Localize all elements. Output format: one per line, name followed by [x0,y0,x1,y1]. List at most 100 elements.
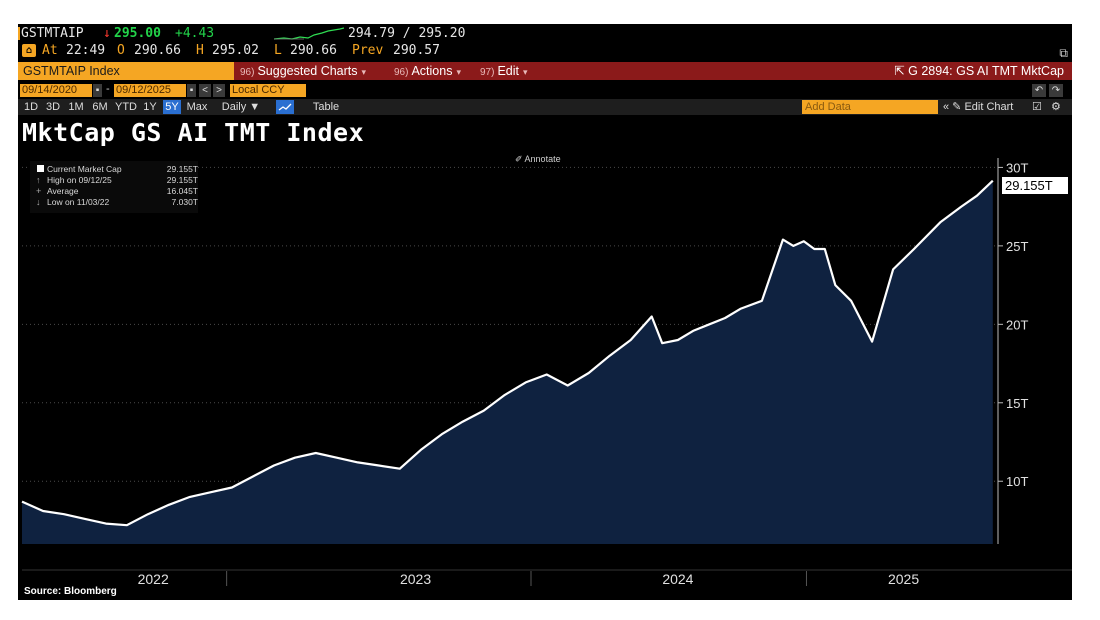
down-arrow-icon: ↓ [103,26,111,41]
x-tick-label: 2023 [400,571,431,587]
dropdown-arrow-icon: ▾ [456,67,461,77]
area-fill [22,180,993,544]
prev-label: Prev [352,43,384,58]
x-tick-label: 2024 [662,571,693,587]
range-1m-button[interactable]: 1M [68,101,84,113]
legend-row-average: + Average 16.045T [30,186,198,197]
chart-title: MktCap GS AI TMT Index [22,118,365,147]
alert-icon[interactable]: ⌂ [22,44,36,57]
calendar-icon[interactable]: ▪ [187,84,196,97]
legend-value: 7.030T [171,197,198,207]
source-note: Source: Bloomberg [24,586,117,597]
menu-label: Suggested Charts [257,64,358,78]
security-field[interactable]: GSTMTAIP Index [18,62,234,80]
popout-icon[interactable]: ⧉ [1059,46,1068,60]
average-plus-icon: + [36,186,42,196]
menu-number: 96) [240,67,255,78]
chart-legend[interactable]: Current Market Cap 29.155T ↑ High on 09/… [30,161,198,213]
x-tick-label: 2022 [138,571,169,587]
period-select[interactable]: Daily ▼ [221,101,261,113]
legend-row-low: ↓ Low on 11/03/22 7.030T [30,197,198,208]
y-tick-label: 20T [1006,317,1028,332]
start-date-input[interactable]: 09/14/2020 [20,84,92,97]
range-toolbar: 1D 3D 1M 6M YTD 1Y 5Y Max Daily ▼ Table … [18,99,1072,115]
redo-icon[interactable]: ↷ [1049,84,1063,97]
ticker[interactable]: GSTMTAIP [18,26,84,41]
last-value-tag: 29.155T [1002,177,1068,194]
menu-label: Edit [497,64,519,78]
legend-row-current: Current Market Cap 29.155T [30,164,198,175]
sparkline-icon [274,27,344,40]
edit-chart-button[interactable]: « ✎ Edit Chart [943,101,1014,113]
range-1y-button[interactable]: 1Y [143,101,157,113]
x-tick-label: 2025 [888,571,919,587]
legend-value: 16.045T [166,186,198,196]
edit-pencil-icon[interactable]: ☑ [1032,101,1042,113]
range-ytd-button[interactable]: YTD [115,101,137,113]
market-cap-chart[interactable]: 10T 15T 20T 25T 30T 2022 2023 2024 2025 [18,148,1072,600]
range-3d-button[interactable]: 3D [45,101,61,113]
menu-number: 96) [394,67,409,78]
legend-label: High on 09/12/25 [47,175,112,185]
external-link-icon: ⇱ [894,64,909,78]
menu-label: Actions [411,64,453,78]
y-tick-label: 25T [1006,239,1028,254]
at-label: At [42,43,58,58]
ohlc-row: ⌂ At 22:49 O 290.66 H 295.02 L 290.66 Pr… [18,43,1072,59]
high-arrow-icon: ↑ [36,175,41,185]
date-range-row: 09/14/2020 ▪ - 09/12/2025 ▪ < > Local CC… [18,83,1072,98]
table-button[interactable]: Table [312,101,340,113]
y-tick-label: 10T [1006,474,1028,489]
quote-time: 22:49 [66,43,106,58]
range-max-button[interactable]: Max [186,101,208,113]
quote-row: GSTMTAIP ↓ 295.00 +4.43 294.79 / 295.20 [18,26,1072,42]
chart-name[interactable]: ⇱ G 2894: GS AI TMT MktCap [894,62,1064,80]
chart-type-icon[interactable] [276,100,294,114]
legend-value: 29.155T [166,164,198,174]
pencil-icon: ✐ [515,154,525,164]
undo-icon[interactable]: ↶ [1032,84,1046,97]
add-data-input[interactable]: Add Data [802,100,938,114]
prev-value: 290.57 [393,43,440,58]
y-tick-label: 30T [1006,160,1028,175]
series-line [21,179,994,527]
y-tick-label: 15T [1006,396,1028,411]
menu-bar: GSTMTAIP Index 96) Suggested Charts ▾ 96) A… [18,62,1072,80]
currency-select[interactable]: Local CCY [230,84,306,97]
low-value: 290.66 [290,43,337,58]
menu-number: 97) [480,67,495,78]
prev-period-icon[interactable]: < [199,84,211,97]
open-label: O [117,43,125,58]
annotate-label: Annotate [524,154,561,164]
date-separator: - [106,83,110,95]
legend-label: Low on 11/03/22 [47,197,110,207]
actions-menu[interactable]: 96) Actions ▾ [394,62,461,82]
legend-label: Current Market Cap [47,164,122,174]
last-price: 295.00 [114,26,161,41]
legend-row-high: ↑ High on 09/12/25 29.155T [30,175,198,186]
legend-value: 29.155T [166,175,198,185]
legend-label: Average [47,186,79,196]
open-value: 290.66 [134,43,181,58]
bid-ask: 294.79 / 295.20 [348,26,466,41]
edit-menu[interactable]: 97) Edit ▾ [480,62,528,82]
low-label: L [274,43,282,58]
range-5y-button[interactable]: 5Y [163,100,181,114]
bloomberg-terminal-window: GSTMTAIP ↓ 295.00 +4.43 294.79 / 295.20 … [18,24,1072,600]
dropdown-arrow-icon: ▾ [361,67,367,77]
settings-gear-icon[interactable]: ⚙ [1051,101,1061,113]
range-1d-button[interactable]: 1D [23,101,39,113]
price-change: +4.43 [175,26,215,41]
end-date-input[interactable]: 09/12/2025 [114,84,186,97]
chart-name-label: G 2894: GS AI TMT MktCap [908,64,1064,78]
annotate-button[interactable]: ✐ Annotate [515,154,561,165]
high-label: H [196,43,204,58]
suggested-charts-menu[interactable]: 96) Suggested Charts ▾ [240,62,366,82]
high-value: 295.02 [212,43,259,58]
next-period-icon[interactable]: > [213,84,225,97]
legend-swatch-icon [37,165,44,172]
calendar-icon[interactable]: ▪ [93,84,102,97]
range-6m-button[interactable]: 6M [92,101,108,113]
dropdown-arrow-icon: ▾ [523,67,528,77]
low-arrow-icon: ↓ [36,197,41,207]
